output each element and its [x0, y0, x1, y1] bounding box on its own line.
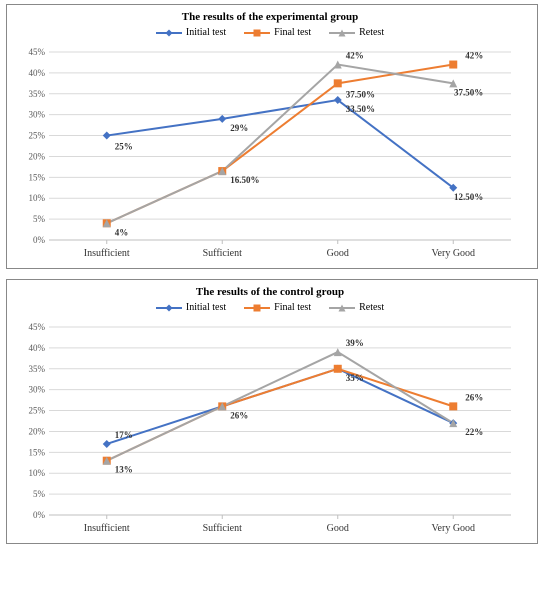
chart-title: The results of the experimental group — [11, 11, 529, 23]
legend-item: Retest — [329, 27, 384, 38]
svg-text:16.50%: 16.50% — [230, 175, 259, 185]
legend-item: Initial test — [156, 302, 226, 313]
svg-text:15%: 15% — [29, 447, 46, 457]
svg-text:29%: 29% — [230, 123, 248, 133]
svg-text:26%: 26% — [230, 410, 248, 420]
legend-label: Final test — [274, 302, 311, 313]
svg-text:45%: 45% — [29, 322, 46, 332]
svg-text:35%: 35% — [29, 364, 46, 374]
svg-text:42%: 42% — [346, 51, 364, 61]
legend-item: Final test — [244, 302, 311, 313]
svg-text:35%: 35% — [346, 373, 364, 383]
svg-text:45%: 45% — [29, 47, 46, 57]
svg-text:5%: 5% — [33, 489, 46, 499]
svg-text:33.50%: 33.50% — [346, 104, 375, 114]
svg-text:25%: 25% — [29, 406, 46, 416]
plot-area: 0% 5% 10% 15% 20% 25% 30% 35% 40% 45% Insufficient… — [11, 44, 521, 264]
chart-panel-exp: The results of the experimental group Ini… — [6, 4, 538, 269]
legend-item: Initial test — [156, 27, 226, 38]
svg-text:35%: 35% — [29, 89, 46, 99]
svg-text:20%: 20% — [29, 426, 46, 436]
svg-text:Good: Good — [327, 248, 349, 259]
legend-label: Final test — [274, 27, 311, 38]
svg-text:25%: 25% — [115, 142, 133, 152]
svg-text:Insufficient: Insufficient — [84, 248, 130, 259]
legend-label: Retest — [359, 27, 384, 38]
svg-text:42%: 42% — [465, 51, 483, 61]
svg-text:40%: 40% — [29, 343, 46, 353]
svg-text:37.50%: 37.50% — [454, 87, 483, 97]
svg-text:22%: 22% — [465, 427, 483, 437]
svg-text:10%: 10% — [29, 193, 46, 203]
plot-area: 0% 5% 10% 15% 20% 25% 30% 35% 40% 45% Insufficient… — [11, 319, 521, 539]
svg-text:4%: 4% — [115, 227, 129, 237]
svg-text:5%: 5% — [33, 214, 46, 224]
svg-text:Good: Good — [327, 523, 349, 534]
svg-text:13%: 13% — [115, 465, 133, 475]
svg-text:0%: 0% — [33, 235, 46, 245]
legend-label: Initial test — [186, 302, 226, 313]
svg-text:39%: 39% — [346, 338, 364, 348]
legend: Initial test Final test Retest — [11, 302, 529, 313]
svg-text:Sufficient: Sufficient — [203, 523, 242, 534]
svg-text:10%: 10% — [29, 468, 46, 478]
legend: Initial test Final test Retest — [11, 27, 529, 38]
svg-text:15%: 15% — [29, 172, 46, 182]
svg-text:30%: 30% — [29, 110, 46, 120]
legend-label: Initial test — [186, 27, 226, 38]
svg-text:Very Good: Very Good — [431, 523, 475, 534]
legend-label: Retest — [359, 302, 384, 313]
legend-item: Retest — [329, 302, 384, 313]
svg-text:26%: 26% — [465, 392, 483, 402]
svg-text:12.50%: 12.50% — [454, 192, 483, 202]
chart-title: The results of the control group — [11, 286, 529, 298]
legend-item: Final test — [244, 27, 311, 38]
chart-panel-ctrl: The results of the control group Initial … — [6, 279, 538, 544]
svg-text:Very Good: Very Good — [431, 248, 475, 259]
svg-text:0%: 0% — [33, 510, 46, 520]
svg-text:30%: 30% — [29, 385, 46, 395]
svg-text:37.50%: 37.50% — [346, 89, 375, 99]
svg-text:Insufficient: Insufficient — [84, 523, 130, 534]
svg-text:20%: 20% — [29, 151, 46, 161]
svg-text:40%: 40% — [29, 68, 46, 78]
svg-text:Sufficient: Sufficient — [203, 248, 242, 259]
svg-text:17%: 17% — [115, 430, 133, 440]
svg-text:25%: 25% — [29, 131, 46, 141]
